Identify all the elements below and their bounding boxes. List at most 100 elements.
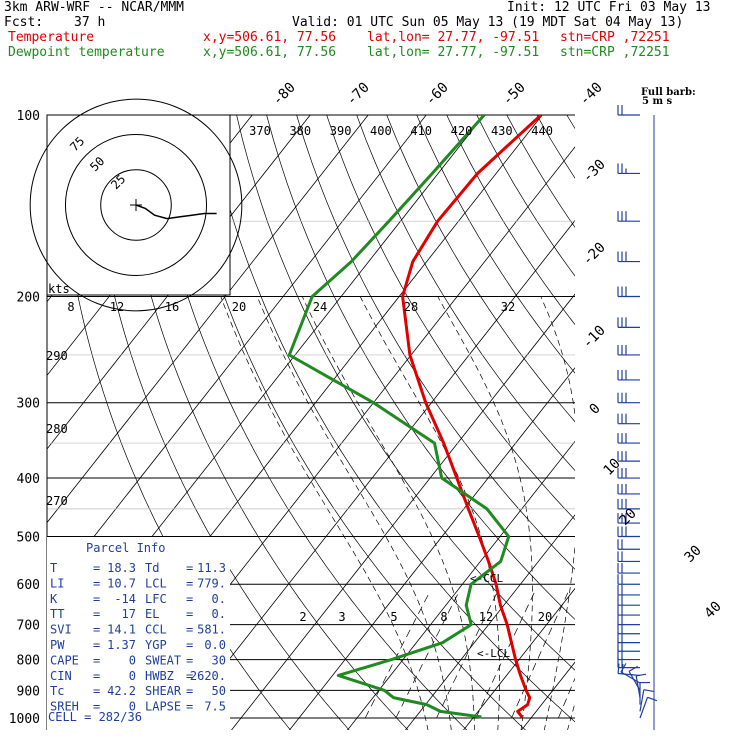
isotherm-label: -20 [580,240,609,269]
hodograph-ring [29,98,243,312]
parcel-info-row: CAPE = 0 SWEAT = 30 [50,653,226,667]
pressure-label: 400 [17,472,40,487]
parcel-equals: = [93,684,100,698]
wind-barb-staff [639,689,645,712]
mixing-ratio-line [475,592,535,719]
parcel-param-value: 42.2 [107,684,136,698]
isotherm-line [347,440,575,730]
theta-e-label: 410 [410,124,432,138]
wind-barb [617,433,640,444]
wind-barb [617,317,640,328]
wind-barb-flag [617,663,620,674]
dry-adiabat-label: 290 [46,349,68,363]
isotherm-line [637,115,740,731]
theta-e-label: 430 [491,124,513,138]
parcel-equals: = [93,592,100,606]
speed-tick-label: 8 [67,300,74,314]
moist-adiabat-line [540,296,575,730]
dry-adiabat-line [296,115,575,570]
parcel-info-title: Parcel Info [86,541,165,555]
theta-e-label: 400 [370,124,392,138]
wind-barb [617,584,640,596]
wind-barb [617,468,640,479]
dry-adiabat-line [356,115,575,472]
parcel-param-label: T [50,561,57,575]
moist-adiabat-line [301,296,475,730]
speed-tick-label: 24 [313,300,327,314]
parcel-param-label: LI [50,576,64,590]
mixing-ratio-label: 8 [440,610,447,624]
mixing-ratio-label: 12 [479,610,493,624]
dry-adiabat-line [687,115,740,731]
isotherm-label: -30 [580,157,609,186]
dewpoint-profile [287,115,511,719]
parcel-equals: = [93,607,100,621]
wind-barb [617,369,640,381]
parcel-info-row: LI = 10.7 LCL = 779. [50,576,226,590]
wind-barb [617,513,640,524]
temperature-profile [401,115,543,718]
wind-barb [617,623,640,635]
dry-adiabat-line [176,115,526,730]
wind-barb [617,551,640,563]
mixing-ratio-label: 3 [338,610,345,624]
pressure-label: 800 [17,654,40,669]
parcel-param-value: -14 [114,592,136,606]
parcel-param-value: 0.0 [204,638,226,652]
parcel-param-label: CIN [50,669,72,683]
isotherm-label: 40 [702,599,725,622]
parcel-info-row: T = 18.3 Td = 11.3 [50,561,226,575]
parcel-equals: = [186,561,193,575]
parcel-param-label: SHEAR [145,684,182,698]
dry-adiabat-line [266,115,575,620]
parcel-param-label: K [50,592,58,606]
parcel-param-label: Tc [50,684,64,698]
wind-barb-flag [643,689,654,693]
mixing-ratio-line [364,592,430,719]
dry-adiabat-line [386,115,575,423]
wind-barb-staff [639,697,649,719]
parcel-equals: = [186,592,193,606]
moist-adiabat-line [359,296,500,730]
parcel-info-row: SREH = 0 LAPSE = 7.5 [50,700,226,714]
wind-barb [617,251,640,263]
dry-adiabat-line [416,115,575,374]
hodograph-trace [135,204,217,220]
parcel-info-row: SVI = 14.1 CCL = 581. [50,623,226,637]
temperature-station: stn=CRP ,72251 [560,30,670,45]
wind-barb [617,392,640,404]
mixing-ratio-label: 5 [390,610,397,624]
dewpoint-xy: x,y=506.61, 77.56 [203,45,337,60]
valid-time: Valid: 01 UTC Sun 05 May 13 (19 MDT Sat … [292,15,684,30]
wind-barb-flag [628,665,638,672]
moist-adiabat-line [256,296,452,730]
parcel-param-label: EL [145,607,159,621]
parcel-info-row: PW = 1.37 YGP = 0.0 [50,638,226,652]
wind-barb [617,286,640,298]
wind-barb [617,563,640,574]
moist-adiabat-line [220,296,429,730]
cell-motion: CELL = 282/36 [48,710,142,724]
dry-adiabat-line [116,115,409,730]
pressure-label: 1000 [9,712,40,727]
parcel-param-label: LAPSE [145,700,181,714]
temperature-latlon: lat,lon= 27.77, -97.51 [367,30,540,45]
parcel-param-value: 1.37 [107,638,136,652]
pressure-label: 900 [17,684,40,699]
parcel-equals: = [93,700,100,714]
parcel-equals: = [93,576,100,590]
parcel-equals: = [186,700,193,714]
parcel-param-label: PW [50,638,65,652]
dry-adiabat-line [446,115,575,326]
wind-barb-flag [620,663,627,673]
mixing-ratio-line [558,677,575,719]
dry-adiabat-line [86,115,350,730]
wind-barbs [617,105,658,730]
pressure-label: 500 [17,530,40,545]
theta-e-label: 390 [330,124,352,138]
wind-barb [617,595,640,606]
dry-adiabat-line [146,115,468,730]
theta-e-label: 370 [249,124,271,138]
forecast-hours: 37 h [74,15,106,30]
